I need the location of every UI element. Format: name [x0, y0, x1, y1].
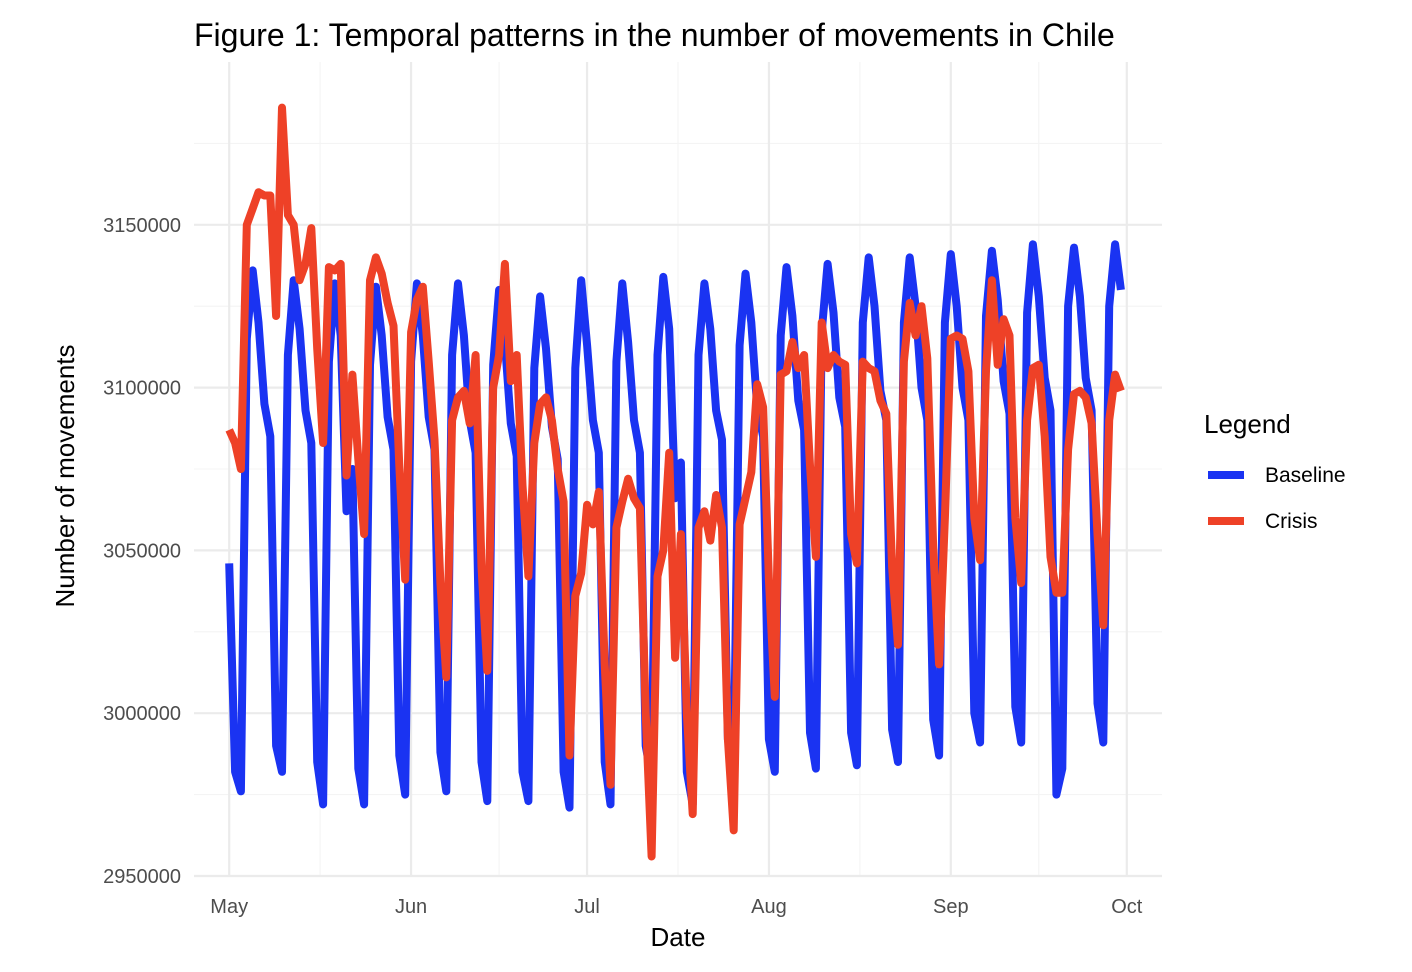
x-axis-ticks: May Jun Jul Aug Sep Oct: [210, 896, 1142, 918]
y-tick-label: 3150000: [103, 215, 181, 237]
y-tick-label: 2950000: [103, 866, 181, 888]
legend-label: Baseline: [1265, 464, 1346, 487]
x-tick-label: Jul: [574, 896, 600, 918]
legend-items: Baseline Crisis: [1208, 464, 1346, 533]
series-line-crisis: [225, 103, 1125, 861]
legend-label: Crisis: [1265, 510, 1318, 533]
y-tick-label: 3100000: [103, 378, 181, 400]
series-lines: [225, 103, 1125, 861]
y-tick-label: 3000000: [103, 703, 181, 725]
x-tick-label: May: [210, 896, 248, 918]
x-axis-title: Date: [651, 922, 706, 952]
y-tick-label: 3050000: [103, 540, 181, 562]
x-tick-label: Oct: [1111, 896, 1143, 918]
y-axis-title: Number of movements: [50, 345, 80, 608]
y-axis-ticks: 2950000 3000000 3050000 3100000 3150000: [103, 215, 181, 888]
x-tick-label: Jun: [395, 896, 427, 918]
legend-title: Legend: [1204, 409, 1291, 439]
x-tick-label: Aug: [751, 896, 787, 918]
legend: Legend Baseline Crisis: [1204, 409, 1346, 533]
chart-title: Figure 1: Temporal patterns in the numbe…: [194, 17, 1115, 53]
x-tick-label: Sep: [933, 896, 969, 918]
series-line-baseline: [225, 240, 1125, 812]
